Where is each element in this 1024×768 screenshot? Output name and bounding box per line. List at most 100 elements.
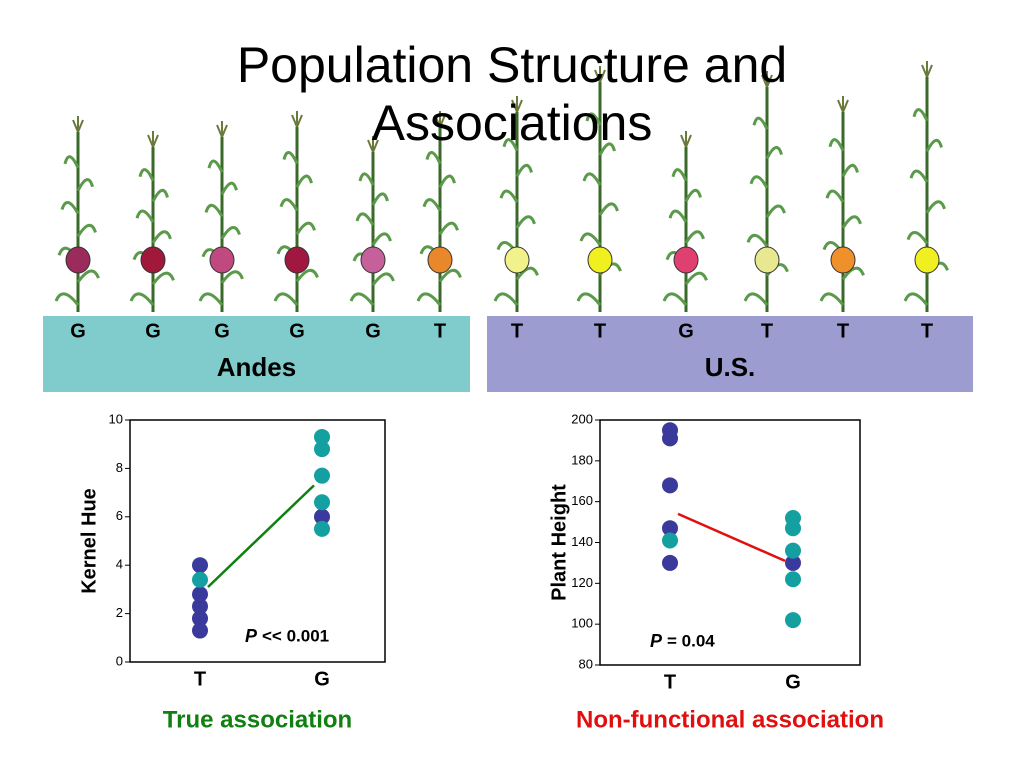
point <box>314 494 330 511</box>
allele-label: T <box>594 320 606 342</box>
point <box>314 508 330 525</box>
point <box>314 467 330 484</box>
leaf <box>515 266 539 281</box>
allele-label: T <box>761 320 773 342</box>
kernel-color <box>427 246 453 274</box>
leaf <box>502 138 519 152</box>
x-tick-label: T <box>194 668 206 690</box>
leaf <box>671 168 688 182</box>
leaf <box>903 292 929 306</box>
leaf <box>906 231 929 245</box>
slide-title: Population Structure and Associations <box>236 37 788 151</box>
tassel <box>72 116 84 133</box>
point <box>192 586 208 603</box>
leaf <box>63 155 80 169</box>
plot-frame <box>599 419 861 666</box>
point <box>662 430 678 447</box>
tassel <box>680 131 692 148</box>
annotation-text: = 0.04 <box>667 631 715 650</box>
tassel <box>837 96 849 113</box>
allele-label: G <box>214 320 230 342</box>
y-tick-label: 80 <box>579 656 593 671</box>
leaf <box>355 212 375 226</box>
point <box>192 622 208 639</box>
leaf <box>598 142 616 156</box>
leaf <box>576 292 602 306</box>
leaf <box>752 116 769 130</box>
corn-plant <box>129 131 175 312</box>
point <box>785 571 801 588</box>
leaf <box>909 169 929 183</box>
allele-label: T <box>511 320 523 342</box>
annotation-text: << 0.001 <box>262 626 329 645</box>
point <box>314 520 330 537</box>
kernel-color <box>673 246 699 274</box>
leaf <box>841 266 865 281</box>
leaf <box>76 269 100 284</box>
leaf <box>371 272 395 286</box>
leaf <box>207 159 224 173</box>
leaf <box>438 174 456 188</box>
tassel <box>594 66 606 83</box>
point <box>192 610 208 627</box>
leaf <box>925 138 943 153</box>
leaf <box>912 108 929 122</box>
leaf <box>76 178 94 192</box>
leaf <box>282 151 299 165</box>
corn-plant <box>493 96 539 312</box>
leaf <box>819 292 845 306</box>
point <box>662 520 678 537</box>
leaf <box>425 151 442 165</box>
leaf <box>151 271 175 286</box>
leaf <box>684 188 702 203</box>
point <box>662 532 678 549</box>
leaf <box>515 163 533 178</box>
leaf <box>295 268 319 283</box>
allele-label: G <box>70 320 86 342</box>
corn-plant <box>576 66 622 312</box>
x-tick-label: G <box>785 671 801 693</box>
leaf <box>828 138 845 152</box>
leaf <box>668 209 688 223</box>
region-band <box>487 316 973 392</box>
leaf <box>841 215 862 229</box>
point <box>314 441 330 458</box>
y-tick-label: 8 <box>116 460 123 475</box>
y-tick-label: 0 <box>116 653 123 668</box>
tassel <box>367 136 379 153</box>
y-tick-label: 6 <box>116 508 123 523</box>
region-label: Andes <box>217 352 296 382</box>
point <box>785 612 801 629</box>
point <box>785 542 801 559</box>
corn-plant <box>903 61 949 312</box>
caption: Non-functional association <box>576 706 884 733</box>
y-tick-label: 160 <box>571 493 593 508</box>
leaf <box>220 270 244 284</box>
leaf <box>220 226 241 240</box>
kernel-color <box>209 246 235 274</box>
annotation-italic: P <box>245 626 258 646</box>
leaf <box>349 292 375 306</box>
leaf <box>684 230 705 244</box>
leaf <box>582 172 602 186</box>
leaf <box>579 232 602 246</box>
kernel-color <box>284 246 310 274</box>
allele-label: G <box>678 320 694 342</box>
leaf <box>598 202 619 216</box>
tassel <box>921 61 933 78</box>
kernel-color <box>504 246 530 274</box>
leaf <box>841 163 859 178</box>
kernel-color <box>360 246 386 274</box>
y-tick-label: 120 <box>571 575 593 590</box>
leaf <box>204 203 224 218</box>
point <box>192 557 208 574</box>
leaf <box>371 232 392 246</box>
leaf <box>422 198 442 212</box>
leaf <box>135 209 155 223</box>
y-tick-label: 100 <box>571 616 593 631</box>
region-band <box>43 316 470 392</box>
leaf <box>493 292 519 306</box>
y-tick-label: 180 <box>571 452 593 467</box>
